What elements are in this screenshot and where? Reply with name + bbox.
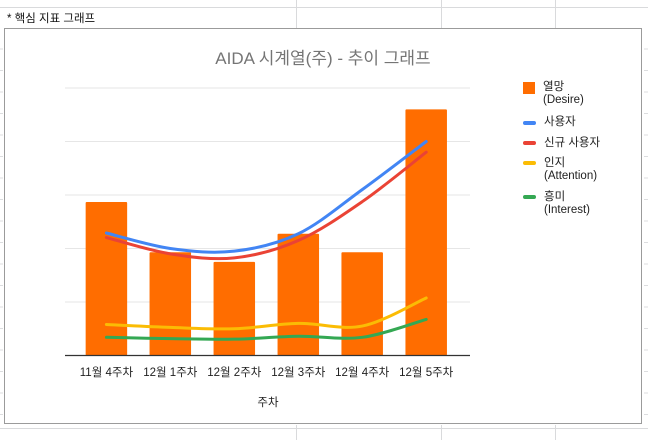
chart-title: AIDA 시계열(주) - 추이 그래프 xyxy=(215,49,431,68)
legend-item: 신규 사용자 xyxy=(523,137,600,150)
sheet-left-row-sliver xyxy=(0,28,3,424)
x-axis-label: 12월 4주차 xyxy=(335,367,390,379)
legend-label: 열망 (Desire) xyxy=(543,81,584,106)
x-axis-label: 12월 1주차 xyxy=(143,367,198,379)
x-axis-label: 12월 3주차 xyxy=(271,367,326,379)
sheet-row-line-bottom xyxy=(0,428,648,429)
legend-line-swatch xyxy=(523,195,536,199)
sheet-row-line-top xyxy=(0,7,648,8)
legend-label: 인지 (Attention) xyxy=(544,156,598,182)
note-cell[interactable]: * 핵심 지표 그래프 xyxy=(7,13,96,25)
x-axis-label: 11월 4주차 xyxy=(79,367,134,379)
legend-line-swatch xyxy=(523,161,536,165)
sheet-col-line-3-top xyxy=(555,0,556,28)
sheet-col-line-3-bottom xyxy=(555,425,556,440)
legend-item: 사용자 xyxy=(523,116,576,129)
legend-label: 사용자 xyxy=(544,116,576,128)
x-axis-title: 주차 xyxy=(257,397,279,409)
legend-label: 흥미 (Interest) xyxy=(544,190,591,216)
sheet-col-line-2-bottom xyxy=(441,425,442,440)
sheet-col-line-1-top xyxy=(296,0,297,28)
sheet-col-line-2-top xyxy=(441,0,442,28)
x-axis-label: 12월 2주차 xyxy=(207,367,262,379)
legend-item: 열망 (Desire) xyxy=(523,81,584,107)
legend-item: 인지 (Attention) xyxy=(523,157,597,183)
legend-item: 흥미 (Interest) xyxy=(523,191,590,217)
legend-line-swatch xyxy=(523,141,536,145)
sheet-right-row-sliver xyxy=(644,28,648,424)
x-axis-label: 12월 5주차 xyxy=(399,367,454,379)
legend-square-swatch xyxy=(523,82,535,94)
legend-line-swatch xyxy=(523,120,536,125)
sheet-col-line-1-bottom xyxy=(296,425,297,440)
legend-label: 신규 사용자 xyxy=(544,136,601,149)
